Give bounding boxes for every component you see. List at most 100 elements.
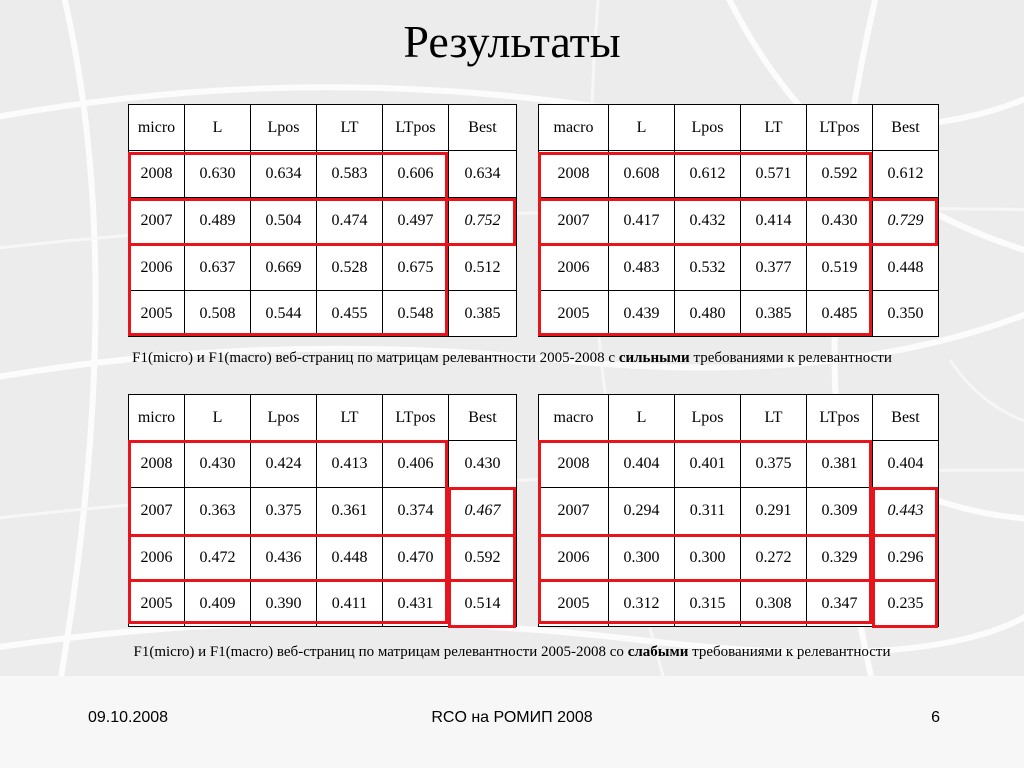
row-year: 2006 [128, 534, 185, 581]
table-cell: 0.409 [184, 580, 251, 627]
table-cell: 0.448 [872, 244, 939, 291]
table-cell: 0.375 [740, 440, 807, 488]
table-cell: 0.424 [250, 440, 317, 488]
table-cell: 0.592 [448, 534, 517, 581]
table-cell: 0.385 [448, 290, 517, 337]
table-cell: 0.311 [674, 487, 741, 535]
table-row: 2007 0.489 0.504 0.474 0.497 0.752 [128, 197, 517, 245]
table-cell: 0.374 [382, 487, 449, 535]
table-row: 2008 0.608 0.612 0.571 0.592 0.612 [538, 150, 939, 198]
row-year: 2005 [128, 290, 185, 337]
row-year: 2006 [538, 534, 609, 581]
table-cell: 0.235 [872, 580, 939, 627]
table-cell: 0.634 [448, 150, 517, 198]
table-cell: 0.752 [448, 197, 517, 245]
table-corner-label: macro [538, 394, 609, 441]
column-header: L [184, 394, 251, 441]
footer-band [0, 676, 1024, 768]
row-year: 2007 [538, 487, 609, 535]
table-cell: 0.347 [806, 580, 873, 627]
table-cell: 0.414 [740, 197, 807, 245]
table-cell: 0.385 [740, 290, 807, 337]
table-cell: 0.467 [448, 487, 517, 535]
table-cell: 0.532 [674, 244, 741, 291]
table-cell: 0.296 [872, 534, 939, 581]
row-year: 2008 [538, 440, 609, 488]
row-year: 2005 [538, 580, 609, 627]
table-cell: 0.528 [316, 244, 383, 291]
table-cell: 0.675 [382, 244, 449, 291]
table-cell: 0.411 [316, 580, 383, 627]
column-header: LTpos [806, 394, 873, 441]
column-header: Best [872, 394, 939, 441]
table-cell: 0.375 [250, 487, 317, 535]
table-corner-label: macro [538, 104, 609, 151]
table-cell: 0.443 [872, 487, 939, 535]
table-cell: 0.634 [250, 150, 317, 198]
table-row: 2005 0.508 0.544 0.455 0.548 0.385 [128, 290, 517, 337]
row-year: 2008 [128, 150, 185, 198]
table-cell: 0.404 [872, 440, 939, 488]
table-row: 2006 0.472 0.436 0.448 0.470 0.592 [128, 534, 517, 581]
table-cell: 0.472 [184, 534, 251, 581]
column-header: Lpos [250, 104, 317, 151]
table-cell: 0.470 [382, 534, 449, 581]
column-header: L [608, 394, 675, 441]
weak-macro-table: macro L Lpos LT LTpos Best 2008 0.404 0.… [538, 394, 939, 627]
column-header: Lpos [674, 394, 741, 441]
weak-caption: F1(micro) и F1(macro) веб-страниц по мат… [0, 642, 1024, 662]
table-cell: 0.430 [806, 197, 873, 245]
table-cell: 0.630 [184, 150, 251, 198]
table-header-row: micro L Lpos LT LTpos Best [128, 104, 517, 151]
table-cell: 0.548 [382, 290, 449, 337]
footer-date: 09.10.2008 [88, 709, 169, 726]
slide-number: 6 [931, 709, 940, 726]
table-cell: 0.329 [806, 534, 873, 581]
table-cell: 0.448 [316, 534, 383, 581]
table-cell: 0.413 [316, 440, 383, 488]
table-cell: 0.637 [184, 244, 251, 291]
table-cell: 0.508 [184, 290, 251, 337]
table-cell: 0.308 [740, 580, 807, 627]
footer-title: RCO на РОМИП 2008 [431, 709, 593, 726]
caption-text: требованиями к релевантности [689, 350, 892, 366]
table-cell: 0.432 [674, 197, 741, 245]
column-header: LT [316, 394, 383, 441]
column-header: LT [740, 394, 807, 441]
table-cell: 0.474 [316, 197, 383, 245]
row-year: 2006 [538, 244, 609, 291]
weak-micro-table: micro L Lpos LT LTpos Best 2008 0.430 0.… [128, 394, 517, 627]
table-cell: 0.608 [608, 150, 675, 198]
table-header-row: macro L Lpos LT LTpos Best [538, 394, 939, 441]
table-cell: 0.504 [250, 197, 317, 245]
table-cell: 0.300 [608, 534, 675, 581]
table-cell: 0.480 [674, 290, 741, 337]
strong-caption: F1(micro) и F1(macro) веб-страниц по мат… [0, 348, 1024, 368]
column-header: Lpos [674, 104, 741, 151]
row-year: 2007 [538, 197, 609, 245]
table-cell: 0.483 [608, 244, 675, 291]
slide-title: Результаты [403, 16, 621, 67]
table-row: 2006 0.300 0.300 0.272 0.329 0.296 [538, 534, 939, 581]
table-cell: 0.404 [608, 440, 675, 488]
table-cell: 0.272 [740, 534, 807, 581]
caption-text: требованиями к релевантности [688, 644, 891, 660]
row-year: 2007 [128, 487, 185, 535]
table-cell: 0.312 [608, 580, 675, 627]
table-row: 2005 0.312 0.315 0.308 0.347 0.235 [538, 580, 939, 627]
table-header-row: macro L Lpos LT LTpos Best [538, 104, 939, 151]
column-header: LTpos [382, 104, 449, 151]
row-year: 2008 [538, 150, 609, 198]
table-cell: 0.436 [250, 534, 317, 581]
table-cell: 0.455 [316, 290, 383, 337]
row-year: 2005 [128, 580, 185, 627]
column-header: LT [316, 104, 383, 151]
table-cell: 0.291 [740, 487, 807, 535]
caption-text: F1(micro) и F1(macro) веб-страниц по мат… [133, 644, 628, 660]
table-cell: 0.401 [674, 440, 741, 488]
table-cell: 0.350 [872, 290, 939, 337]
table-cell: 0.390 [250, 580, 317, 627]
caption-text: F1(micro) и F1(macro) веб-страниц по мат… [132, 350, 619, 366]
table-cell: 0.361 [316, 487, 383, 535]
table-cell: 0.430 [448, 440, 517, 488]
